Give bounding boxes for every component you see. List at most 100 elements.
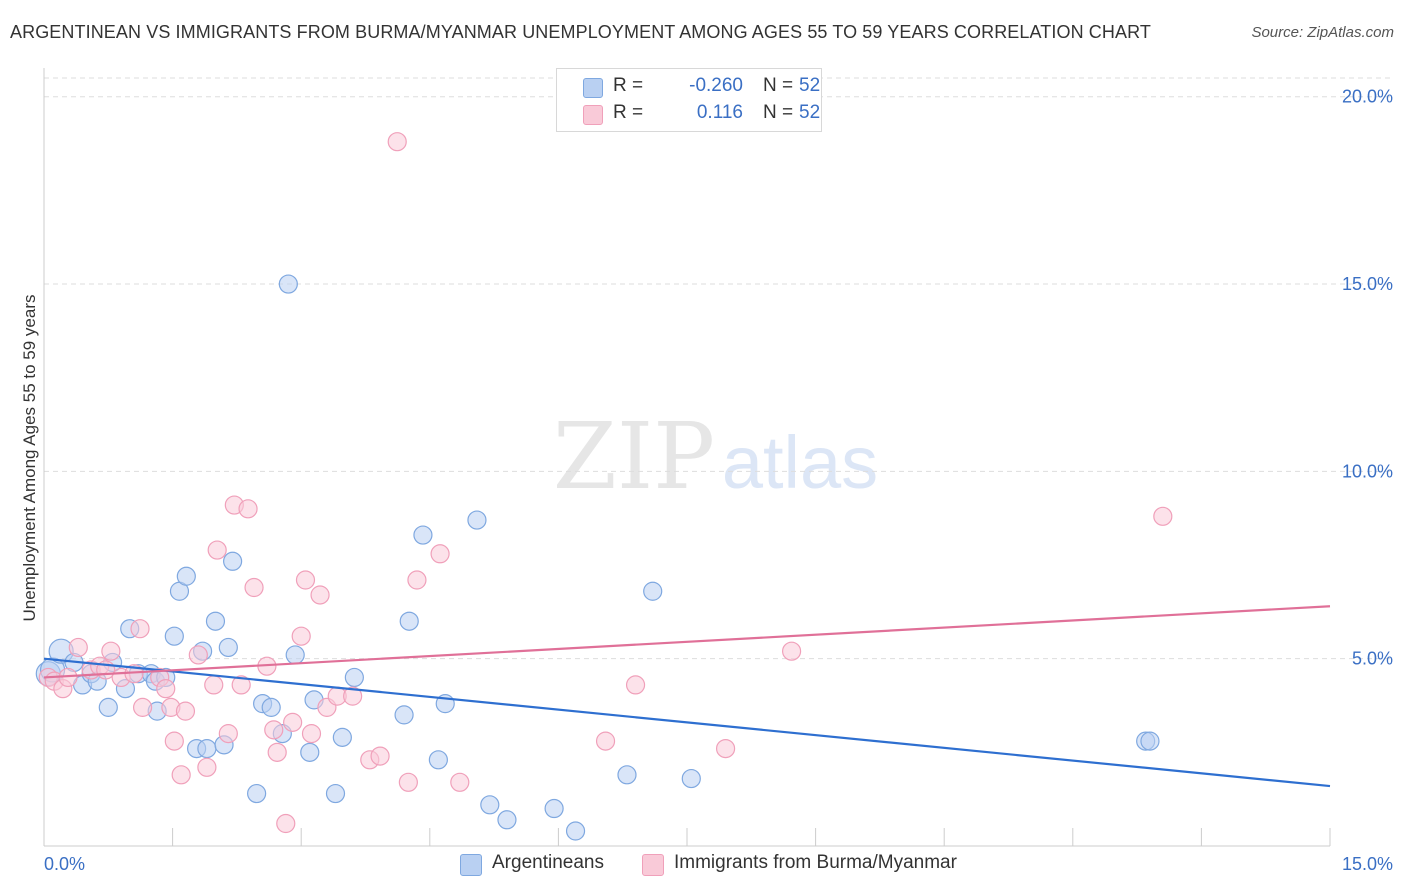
y-tick-label: 5.0% bbox=[1352, 649, 1393, 669]
point-burma bbox=[301, 724, 322, 744]
legend-n-label: N = bbox=[763, 102, 794, 123]
point-argentineans bbox=[223, 551, 243, 571]
x-tick-label: 15.0% bbox=[1342, 854, 1393, 874]
point-argentineans bbox=[497, 810, 517, 830]
series-legend: Argentineans Immigrants from Burma/Myanm… bbox=[0, 852, 1406, 878]
point-burma bbox=[164, 731, 184, 751]
point-burma bbox=[283, 712, 303, 732]
point-burma bbox=[291, 626, 311, 646]
point-argentineans bbox=[332, 727, 352, 747]
point-argentineans bbox=[285, 645, 305, 665]
legend-n-value: 52 bbox=[799, 75, 821, 96]
point-burma bbox=[244, 577, 264, 598]
point-argentineans bbox=[617, 765, 637, 785]
point-argentineans bbox=[394, 705, 414, 725]
legend-r-value: 0.116 bbox=[696, 102, 743, 123]
y-tick-label: 10.0% bbox=[1342, 461, 1393, 481]
point-burma bbox=[175, 701, 196, 721]
point-burma bbox=[267, 742, 287, 762]
data-points bbox=[35, 132, 1173, 841]
watermark-atlas: atlas bbox=[722, 421, 878, 504]
point-burma bbox=[343, 686, 363, 706]
x-tick-labels: 0.0% 15.0% bbox=[44, 854, 1393, 874]
point-burma bbox=[715, 738, 736, 759]
point-burma bbox=[101, 641, 121, 661]
point-argentineans bbox=[428, 750, 448, 770]
point-burma bbox=[310, 585, 330, 605]
point-burma bbox=[204, 675, 224, 695]
trend-lines bbox=[43, 605, 1331, 788]
point-burma bbox=[231, 675, 251, 695]
point-argentineans bbox=[164, 626, 184, 646]
point-burma bbox=[218, 724, 238, 744]
point-burma bbox=[625, 675, 646, 695]
trend-line-burma bbox=[43, 605, 1331, 679]
point-burma bbox=[450, 772, 470, 792]
point-burma bbox=[407, 570, 427, 590]
point-argentineans bbox=[205, 611, 226, 631]
point-burma bbox=[197, 757, 217, 777]
point-argentineans bbox=[278, 274, 298, 294]
point-burma bbox=[130, 619, 150, 639]
point-burma bbox=[595, 731, 616, 751]
y-tick-label: 15.0% bbox=[1342, 274, 1393, 294]
point-argentineans bbox=[399, 611, 419, 631]
point-argentineans bbox=[1140, 731, 1160, 751]
legend-r-label: R = bbox=[613, 102, 644, 123]
watermark-zip: ZIP bbox=[553, 403, 715, 510]
point-argentineans bbox=[413, 525, 433, 545]
grid-lines bbox=[44, 77, 1392, 660]
point-burma bbox=[264, 720, 284, 740]
correlation-legend: R = -0.260 N = 52 R = 0.116 N = 52 bbox=[556, 68, 822, 132]
point-burma bbox=[781, 641, 802, 661]
point-burma bbox=[68, 637, 88, 658]
point-argentineans bbox=[261, 697, 281, 717]
legend-r-label: R = bbox=[613, 75, 644, 96]
legend-swatch-burma bbox=[583, 105, 603, 125]
point-argentineans bbox=[300, 742, 320, 762]
point-burma bbox=[238, 499, 258, 519]
point-burma bbox=[295, 570, 316, 590]
watermark: ZIP atlas bbox=[553, 403, 878, 510]
point-argentineans bbox=[197, 738, 217, 759]
point-argentineans bbox=[344, 667, 364, 688]
point-argentineans bbox=[480, 795, 500, 815]
point-argentineans bbox=[643, 581, 663, 601]
legend-swatch-burma bbox=[642, 854, 664, 876]
point-argentineans bbox=[247, 783, 267, 804]
legend-swatch-argentineans bbox=[583, 78, 603, 98]
point-argentineans bbox=[176, 566, 196, 586]
x-tick-label: 0.0% bbox=[44, 854, 85, 874]
point-argentineans bbox=[681, 768, 701, 789]
legend-label-burma: Immigrants from Burma/Myanmar bbox=[674, 852, 957, 873]
legend-r-value: -0.260 bbox=[689, 75, 743, 96]
trend-line-argentineans bbox=[43, 657, 1331, 788]
point-argentineans bbox=[467, 510, 487, 530]
legend-n-value: 52 bbox=[799, 102, 821, 123]
point-burma bbox=[430, 544, 450, 564]
point-burma bbox=[188, 645, 208, 665]
axes bbox=[43, 68, 1331, 847]
point-burma bbox=[370, 746, 390, 766]
legend-label-argentineans: Argentineans bbox=[492, 852, 604, 873]
point-argentineans bbox=[565, 821, 586, 841]
point-argentineans bbox=[325, 783, 346, 804]
y-tick-labels: 5.0% 10.0% 15.0% 20.0% bbox=[1342, 87, 1393, 669]
point-burma bbox=[276, 813, 296, 834]
point-burma bbox=[398, 772, 418, 792]
point-burma bbox=[156, 679, 176, 699]
point-argentineans bbox=[98, 697, 118, 717]
point-argentineans bbox=[544, 798, 564, 819]
point-burma bbox=[171, 765, 191, 785]
y-tick-label: 20.0% bbox=[1342, 87, 1393, 107]
point-burma bbox=[387, 132, 407, 152]
chart-title: ARGENTINEAN VS IMMIGRANTS FROM BURMA/MYA… bbox=[10, 22, 1151, 42]
point-burma bbox=[132, 697, 153, 717]
point-burma bbox=[207, 540, 227, 560]
legend-n-label: N = bbox=[763, 75, 794, 96]
source-label: Source: ZipAtlas.com bbox=[1251, 24, 1394, 41]
legend-swatch-argentineans bbox=[460, 854, 482, 876]
point-burma bbox=[1153, 506, 1173, 526]
point-argentineans bbox=[218, 637, 238, 658]
